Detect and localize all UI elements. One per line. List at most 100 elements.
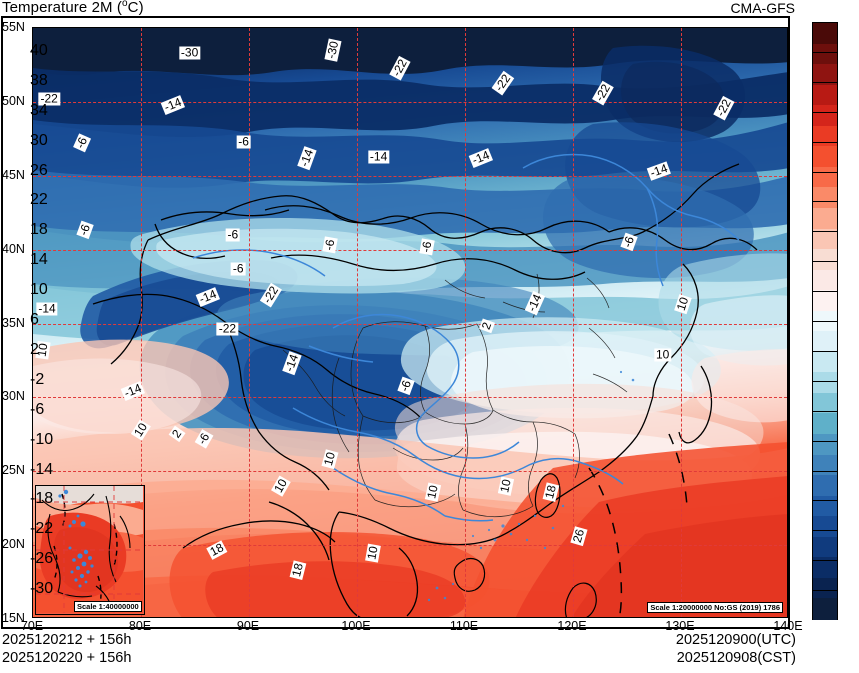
colorbar-segment: [813, 166, 837, 188]
gridline-lon-110: [465, 28, 466, 617]
y-tick-50N: 50N: [2, 93, 25, 108]
contour-label: -6: [230, 261, 246, 276]
colorbar-tick--6: -6: [30, 400, 45, 418]
colorbar-segment: [813, 454, 837, 476]
colorbar-segment: [813, 331, 837, 353]
footer-valid-cst: 2025120908(CST): [676, 650, 796, 666]
colorbar-divider: [813, 350, 837, 352]
page-title-tail: C): [127, 0, 144, 16]
colorbar-segment: [813, 105, 837, 127]
gridline-lon-130: [681, 28, 682, 617]
colorbar-segment: [813, 23, 837, 45]
contour-label: -6: [236, 134, 251, 149]
colorbar-tick-40: 40: [30, 41, 48, 59]
gridline-lon-80: [141, 28, 142, 617]
x-tick-120E: 120E: [557, 619, 587, 633]
colorbar-divider: [813, 261, 837, 263]
x-tick-70E: 70E: [20, 619, 44, 633]
y-tick-30N: 30N: [2, 389, 25, 404]
gridline-lat-25: [33, 471, 787, 473]
gridline-lon-120: [573, 28, 574, 617]
gridline-lat-30: [33, 397, 787, 399]
colorbar-divider: [813, 141, 837, 143]
colorbar-tick-14: 14: [30, 251, 48, 269]
contour-label: 10: [653, 347, 672, 362]
colorbar-divider: [813, 231, 837, 233]
gridline-lat-20: [33, 545, 787, 547]
colorbar-divider: [813, 530, 837, 532]
page-title-text: Temperature 2M (: [2, 0, 122, 16]
colorbar-segment: [813, 146, 837, 168]
colorbar-divider: [813, 470, 837, 472]
colorbar-segment: [813, 434, 837, 456]
colorbar-segment: [813, 475, 837, 497]
y-tick-40N: 40N: [2, 241, 25, 256]
colorbar-tick--18: -18: [30, 490, 54, 508]
colorbar-segment: [813, 249, 837, 271]
colorbar-divider: [813, 171, 837, 173]
colorbar-tick-26: 26: [30, 161, 48, 179]
page-title: Temperature 2M (oC): [2, 0, 144, 16]
y-tick-55N: 55N: [2, 20, 25, 34]
contour-label: -30: [178, 45, 201, 60]
colorbar-tick-30: 30: [30, 131, 48, 149]
colorbar-segment: [813, 516, 837, 538]
y-tick-25N: 25N: [2, 463, 25, 478]
map-scale-label: Scale 1:20000000 No:GS (2019) 1786: [647, 602, 783, 613]
colorbar-divider: [813, 51, 837, 53]
x-tick-100E: 100E: [341, 619, 371, 633]
inset-map-south-china-sea[interactable]: Scale 1:40000000: [35, 485, 145, 615]
colorbar-divider: [813, 500, 837, 502]
footer-init-time-1: 2025120212 + 156h: [2, 632, 132, 648]
y-tick-15N: 15N: [2, 611, 25, 625]
contour-label: -6: [321, 236, 338, 254]
footer-valid-utc: 2025120900(UTC): [675, 632, 796, 648]
colorbar-tick--14: -14: [30, 460, 54, 478]
colorbar-segment: [813, 228, 837, 250]
colorbar-segment: [813, 557, 837, 579]
colorbar-segment: [813, 269, 837, 291]
colorbar-segment: [813, 495, 837, 517]
colorbar-segment: [813, 372, 837, 394]
x-tick-90E: 90E: [236, 619, 260, 633]
contour-label: -6: [418, 238, 435, 256]
colorbar-segment: [813, 413, 837, 435]
colorbar-divider: [813, 380, 837, 382]
x-tick-140E: 140E: [773, 619, 803, 633]
colorbar-divider: [813, 291, 837, 293]
colorbar-tick-10: 10: [30, 281, 48, 299]
gridline-lat-50: [33, 101, 787, 103]
colorbar-segment: [813, 392, 837, 415]
degree-symbol: o: [121, 0, 128, 9]
colorbar-tick-2: 2: [30, 340, 39, 358]
gridline-lon-100: [357, 28, 358, 617]
y-tick-45N: 45N: [2, 167, 25, 182]
colorbar-tick--22: -22: [30, 520, 54, 538]
colorbar[interactable]: [812, 22, 838, 620]
colorbar-segment: [813, 207, 837, 230]
colorbar-divider: [813, 321, 837, 322]
contour-label: -14: [36, 301, 58, 316]
colorbar-tick-34: 34: [30, 101, 48, 119]
colorbar-tick-18: 18: [30, 221, 48, 239]
footer-init-time-2: 2025120220 + 156h: [2, 650, 132, 666]
gridline-lat-45: [33, 175, 787, 177]
colorbar-tick--10: -10: [30, 430, 54, 448]
colorbar-segment: [813, 43, 837, 65]
gridline-lat-35: [33, 323, 787, 325]
colorbar-tick--2: -2: [30, 370, 45, 388]
colorbar-divider: [813, 410, 837, 412]
colorbar-tick-22: 22: [30, 191, 48, 209]
colorbar-divider: [813, 81, 837, 83]
contour-label: -22: [216, 321, 239, 336]
gridline-lat-40: [33, 249, 787, 251]
colorbar-segment: [813, 577, 837, 600]
colorbar-segment: [813, 187, 837, 209]
colorbar-divider: [813, 201, 837, 203]
contour-label: -22: [38, 91, 60, 106]
colorbar-tick--30: -30: [30, 580, 54, 598]
model-label: CMA-GFS: [730, 0, 795, 16]
temperature-map[interactable]: -30 -30 -22 -22 -22 -22 -22 -14 -6 -6 -14 -14 -14 -14…: [32, 27, 788, 618]
colorbar-segment: [813, 64, 837, 86]
colorbar-tick--26: -26: [30, 550, 54, 568]
